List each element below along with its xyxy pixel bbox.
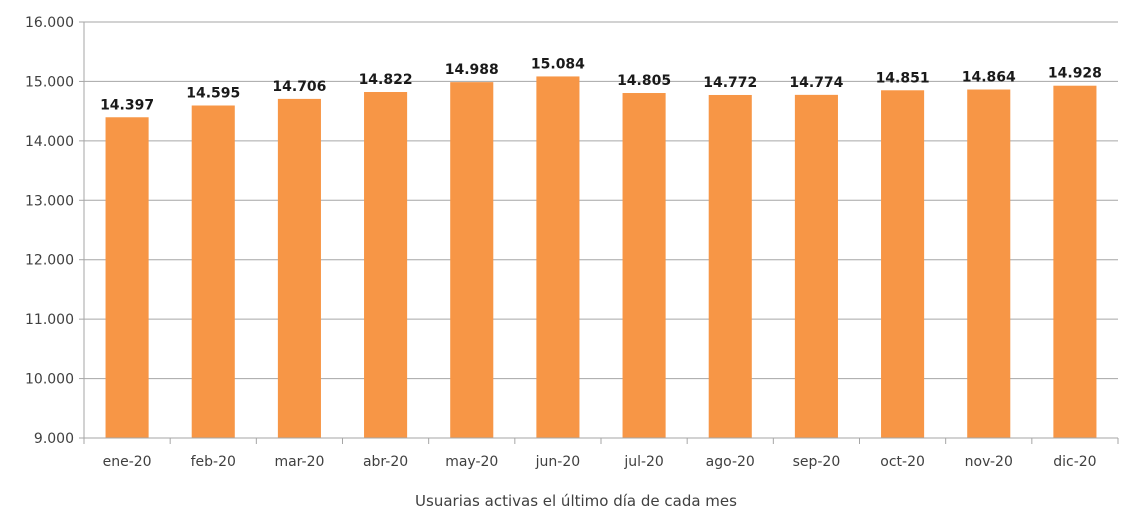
data-label: 14.851 (876, 70, 930, 86)
y-tick-label: 14.000 (25, 134, 74, 150)
x-tick-label: may-20 (445, 454, 498, 470)
bar (536, 76, 580, 438)
data-label: 14.774 (789, 75, 843, 91)
x-tick-label: sep-20 (793, 454, 841, 470)
data-label: 14.706 (272, 79, 326, 95)
y-tick-label: 15.000 (25, 74, 74, 90)
x-tick-label: feb-20 (191, 454, 236, 470)
data-label: 14.864 (962, 70, 1016, 86)
y-tick-label: 11.000 (25, 312, 74, 328)
x-tick-label: mar-20 (274, 454, 324, 470)
labels: 9.000 10.000 11.000 12.000 13.000 14.000 15.00… (25, 15, 1102, 470)
x-tick-label: abr-20 (363, 454, 408, 470)
data-label: 14.822 (359, 72, 413, 88)
x-tick-label: oct-20 (880, 454, 925, 470)
bars (105, 76, 1097, 439)
y-tick-label: 16.000 (25, 15, 74, 31)
bar (450, 82, 494, 438)
bar (105, 117, 149, 438)
bar (191, 105, 235, 439)
gridlines (84, 21, 1118, 380)
bar (881, 90, 925, 438)
y-tick-label: 12.000 (25, 253, 74, 269)
x-tick-label: jun-20 (535, 454, 581, 470)
x-tick-label: ene-20 (103, 454, 152, 470)
data-label: 14.988 (445, 62, 499, 78)
bar (967, 89, 1011, 438)
bar (364, 92, 408, 438)
y-tick-label: 13.000 (25, 193, 74, 209)
data-label: 14.805 (617, 73, 671, 89)
bar (1053, 85, 1097, 438)
x-tick-label: jul-20 (623, 454, 664, 470)
x-tick-label: dic-20 (1053, 454, 1096, 470)
x-tick-label: nov-20 (965, 454, 1013, 470)
y-tick-label: 9.000 (34, 431, 74, 447)
data-label: 14.772 (703, 75, 757, 91)
bar (708, 94, 752, 439)
axes (79, 21, 1119, 444)
data-label: 14.397 (100, 97, 154, 113)
bar (277, 98, 321, 438)
bar (622, 93, 666, 438)
bar (794, 94, 838, 438)
x-tick-label: ago-20 (706, 454, 755, 470)
data-label: 14.595 (186, 85, 240, 101)
x-axis-title: Usuarias activas el último día de cada m… (415, 492, 737, 510)
data-label: 14.928 (1048, 66, 1102, 82)
y-tick-label: 10.000 (25, 372, 74, 388)
data-label: 15.084 (531, 56, 585, 72)
